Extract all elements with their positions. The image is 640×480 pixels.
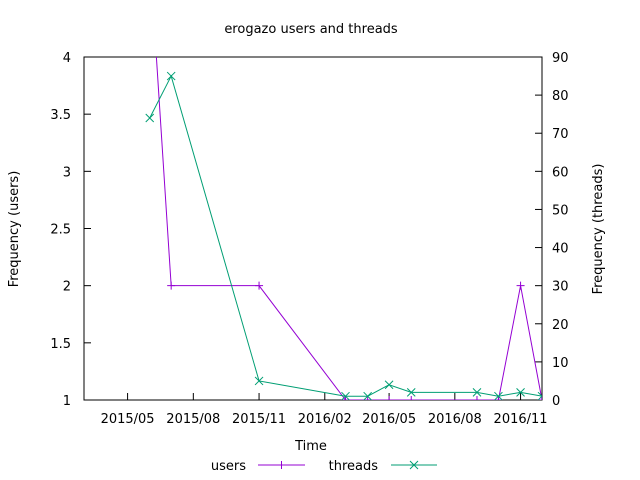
x-tick-label: 2016/05	[362, 412, 416, 427]
legend-marker-threads	[409, 460, 419, 470]
x-tick-label: 2016/08	[428, 412, 482, 427]
y-right-tick-label: 70	[552, 127, 569, 142]
data-point-threads	[166, 71, 176, 81]
x-tick-label: 2016/11	[494, 412, 548, 427]
data-point-users	[363, 396, 372, 400]
y-axis-label-right: Frequency (threads)	[591, 164, 606, 295]
x-axis-label: Time	[294, 439, 327, 454]
data-point-threads	[254, 376, 264, 386]
y-left-tick-label: 2.5	[50, 223, 71, 238]
y-right-tick-label: 40	[552, 242, 569, 257]
y-left-tick-label: 3.5	[50, 108, 71, 123]
y-left-tick-label: 1.5	[50, 337, 71, 352]
legend-label-threads: threads	[329, 459, 379, 474]
x-tick-label: 2015/05	[101, 412, 155, 427]
data-point-threads	[494, 391, 503, 400]
data-point-users	[516, 281, 525, 290]
data-point-users	[385, 396, 394, 400]
y-right-tick-label: 30	[552, 280, 569, 295]
data-point-users	[494, 396, 503, 400]
data-point-threads	[406, 388, 416, 397]
y-left-tick-label: 4	[63, 51, 71, 66]
y-right-tick-label: 0	[552, 394, 560, 409]
chart-title: erogazo users and threads	[224, 22, 398, 37]
y-right-tick-label: 50	[552, 203, 569, 218]
data-point-users	[472, 396, 481, 400]
series-layer	[145, 57, 542, 400]
series-line-users	[155, 57, 542, 400]
legend: users threads	[211, 459, 437, 474]
data-point-users	[341, 396, 350, 400]
legend-label-users: users	[211, 459, 246, 474]
y-right-tick-label: 80	[552, 89, 569, 104]
data-point-users	[167, 281, 176, 290]
x-tick-label: 2015/11	[232, 412, 286, 427]
data-point-users	[538, 396, 542, 400]
y-axis-label-left: Frequency (users)	[7, 171, 22, 288]
data-point-threads	[537, 391, 542, 400]
legend-marker-users	[277, 461, 286, 469]
y-right-tick-label: 60	[552, 165, 569, 180]
data-point-threads	[145, 113, 155, 123]
x-tick-label: 2016/02	[298, 412, 352, 427]
data-point-users	[407, 396, 416, 400]
plot-frame	[83, 56, 543, 401]
data-point-threads	[384, 380, 394, 390]
y-right-tick-label: 10	[552, 356, 569, 371]
series-line-threads	[149, 74, 542, 397]
series-users	[155, 57, 542, 400]
y-left-tick-label: 2	[63, 280, 71, 295]
x-tick-label: 2015/08	[166, 412, 220, 427]
data-point-threads	[516, 388, 525, 397]
y-left-tick-label: 3	[63, 165, 71, 180]
data-point-threads	[341, 391, 350, 400]
data-point-users	[255, 281, 264, 290]
y-left-tick-label: 1	[63, 394, 71, 409]
series-threads	[145, 71, 542, 400]
y-right-tick-label: 90	[552, 51, 569, 66]
data-point-threads	[472, 388, 482, 397]
data-point-threads	[363, 391, 373, 400]
y-right-tick-label: 20	[552, 318, 569, 333]
